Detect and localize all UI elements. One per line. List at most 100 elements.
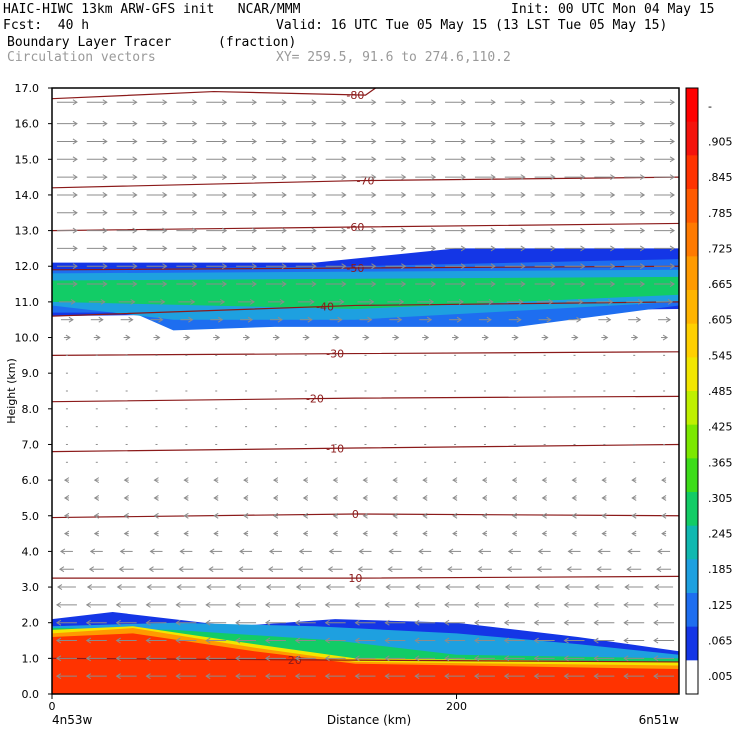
wind-vector	[115, 673, 137, 680]
wind-vector	[120, 316, 134, 323]
wind-vector	[415, 281, 437, 287]
wind-vector	[534, 120, 556, 127]
isotherm-line-2	[51, 222, 680, 232]
wind-vector	[474, 192, 496, 198]
wind-vector	[392, 530, 398, 537]
wind-vector	[178, 298, 196, 305]
wind-vector	[414, 637, 436, 644]
colorbar-swatch	[686, 189, 698, 224]
isotherm-label-3: -50	[346, 262, 364, 275]
wind-vector	[354, 655, 376, 662]
wind-vector	[55, 655, 77, 662]
wind-vector	[235, 673, 257, 680]
wind-vector	[504, 245, 526, 252]
wind-vector	[653, 601, 675, 608]
wind-vector	[175, 655, 197, 662]
wind-vector	[654, 99, 676, 106]
colorbar-label: .665	[708, 278, 733, 291]
wind-vector	[118, 566, 134, 573]
wind-vector	[447, 566, 463, 573]
wind-vector	[564, 245, 586, 252]
wind-vector	[476, 298, 494, 305]
y-tick-label: 13.0	[15, 225, 40, 238]
wind-vector	[176, 192, 198, 198]
wind-vector	[445, 245, 467, 252]
wind-vector	[86, 227, 108, 234]
wind-vector	[654, 156, 676, 163]
wind-vector	[272, 477, 279, 484]
wind-vector	[146, 209, 168, 216]
wind-vector	[533, 637, 555, 644]
wind-vector	[146, 99, 168, 106]
y-tick-label: 14.0	[15, 189, 40, 202]
isotherm-line-8	[51, 513, 680, 519]
wind-vector	[93, 530, 100, 537]
wind-vector	[264, 601, 286, 608]
wind-vector	[206, 227, 228, 234]
wind-vector	[452, 334, 460, 341]
wind-vector	[384, 637, 406, 644]
wind-vector	[452, 530, 458, 537]
wind-vector	[385, 138, 407, 145]
wind-vector	[359, 316, 373, 323]
wind-vector	[415, 245, 437, 252]
wind-vector	[533, 673, 555, 680]
wind-vector	[654, 192, 676, 198]
wind-vector	[302, 495, 309, 501]
isotherm-label-9: 10	[348, 572, 362, 585]
wind-vector	[624, 174, 646, 181]
wind-vector	[445, 174, 467, 181]
wind-vector	[205, 655, 227, 662]
wind-vector	[56, 138, 78, 145]
wind-vector	[332, 334, 340, 341]
colorbar-swatch	[686, 626, 698, 661]
wind-vector	[56, 584, 76, 590]
wind-vector	[328, 548, 342, 555]
isotherm-label-1: -70	[357, 175, 375, 188]
wind-vector	[56, 192, 78, 198]
wind-vector	[354, 601, 376, 608]
wind-vector	[236, 245, 258, 252]
x-tick-label: 200	[446, 700, 467, 713]
x-tick-label: 0	[49, 700, 56, 713]
wind-vector	[325, 584, 345, 590]
wind-vector	[295, 156, 317, 163]
wind-vector	[593, 637, 615, 644]
isotherm-label-4: -40	[316, 301, 334, 314]
colorbar-swatch	[686, 222, 698, 257]
wind-vector	[176, 281, 198, 287]
wind-vector	[175, 673, 197, 680]
wind-vector	[145, 673, 167, 680]
wind-vector	[206, 156, 228, 163]
wind-vector	[447, 298, 465, 305]
y-axis: 0.0 1.0 2.0 3.0 4.0 5.0 6.0 7.0 8.0 9.0 10.0 11.0 12…	[15, 82, 52, 701]
wind-vector	[236, 99, 258, 106]
wind-vector	[385, 281, 407, 287]
wind-vector	[506, 566, 522, 573]
wind-vector	[601, 512, 607, 519]
wind-vector	[265, 584, 285, 590]
wind-vector	[653, 619, 675, 626]
init-time: Init: 00 UTC Mon 04 May 15	[511, 2, 715, 17]
wind-vector	[422, 334, 430, 341]
wind-vector	[534, 281, 556, 287]
wind-vector	[153, 495, 159, 501]
wind-vector	[385, 156, 407, 163]
y-tick-label: 6.0	[22, 474, 40, 487]
wind-vector	[58, 566, 74, 573]
wind-vector	[153, 530, 159, 537]
wind-vector	[325, 192, 347, 198]
wind-vector	[631, 477, 637, 484]
wind-vector	[265, 174, 287, 181]
wind-vector	[415, 209, 437, 216]
wind-vector	[563, 601, 585, 608]
wind-vector	[474, 584, 494, 590]
wind-vector	[176, 156, 198, 163]
wind-vector	[563, 673, 585, 680]
wind-vector	[504, 174, 526, 181]
wind-vector	[213, 512, 219, 519]
vector-caption: Circulation vectors	[7, 50, 156, 65]
wind-vector	[243, 334, 251, 341]
wind-vector	[392, 495, 398, 501]
